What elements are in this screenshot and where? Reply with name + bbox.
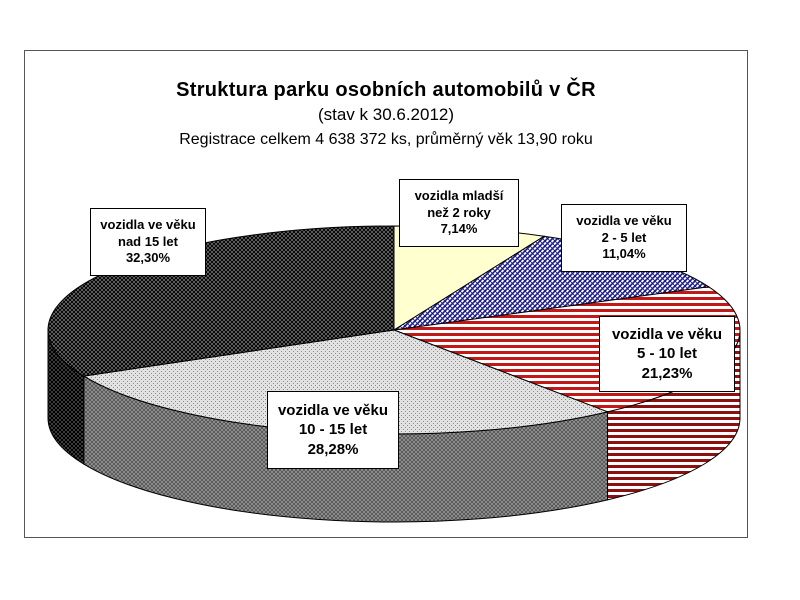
slice-label-line1: vozidla ve věku xyxy=(100,216,196,232)
chart-note: Registrace celkem 4 638 372 ks, průměrný… xyxy=(179,131,593,148)
chart-title: Struktura parku osobních automobilů v ČR xyxy=(176,79,596,101)
chart-subtitle: (stav k 30.6.2012) xyxy=(317,105,455,124)
chart-frame: Struktura parku osobních automobilů v ČR… xyxy=(24,50,748,538)
slice-label-value: 11,04% xyxy=(602,246,646,262)
slice-label-line2: 10 - 15 let xyxy=(298,421,368,439)
slice-label-line2: nad 15 let xyxy=(118,233,178,249)
slice-label-value: 32,30% xyxy=(125,250,171,266)
slice-label-value: 28,28% xyxy=(307,440,359,458)
slice-label-10-15: vozidla ve věku 10 - 15 let 28,28% xyxy=(267,391,399,469)
slice-label-line1: vozidla ve věku xyxy=(611,325,723,343)
slice-label-line2: 2 - 5 let xyxy=(601,229,647,245)
slice-label-line1: vozidla ve věku xyxy=(277,401,389,419)
slice-label-2-5: vozidla ve věku 2 - 5 let 11,04% xyxy=(561,204,687,272)
slice-label-value: 7,14% xyxy=(440,221,478,237)
slice-label-5-10: vozidla ve věku 5 - 10 let 21,23% xyxy=(599,316,735,392)
slice-label-over-15: vozidla ve věku nad 15 let 32,30% xyxy=(90,208,206,276)
slice-label-line1: vozidla ve věku xyxy=(576,212,672,228)
slice-label-value: 21,23% xyxy=(641,364,693,382)
slice-label-line2: než 2 roky xyxy=(427,204,491,220)
slice-label-under-2: vozidla mladší než 2 roky 7,14% xyxy=(399,179,519,247)
slice-label-line1: vozidla mladší xyxy=(414,187,504,203)
slice-label-line2: 5 - 10 let xyxy=(636,345,698,363)
